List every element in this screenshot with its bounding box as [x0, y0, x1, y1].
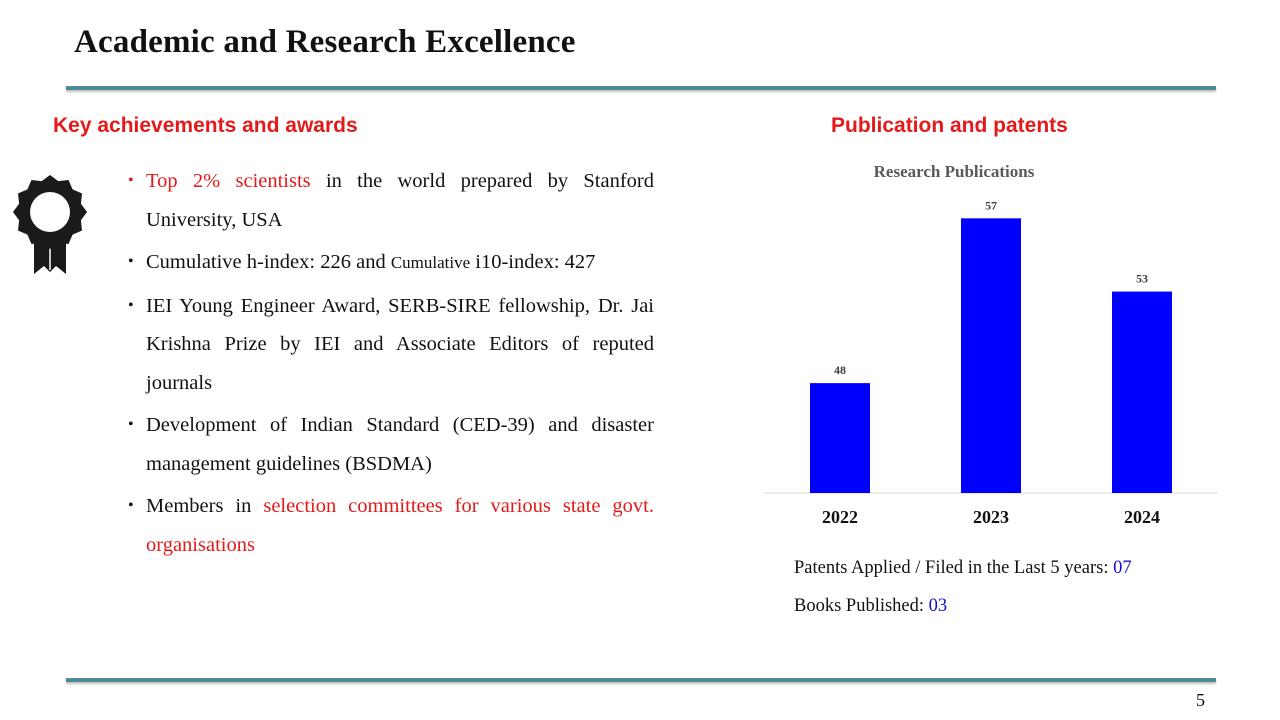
patents-label: Patents Applied / Filed in the Last 5 ye… — [794, 558, 1114, 578]
award-ribbon-icon — [13, 175, 87, 274]
chart-title: Research Publications — [874, 162, 1035, 181]
research-publications-chart: Research Publications 48 2022 57 2023 53 2024 — [764, 162, 1218, 527]
achievement-item: Top 2% scientists in the world prepared … — [128, 162, 654, 239]
data-label: 48 — [834, 363, 846, 377]
achievement-item: Cumulative h-index: 226 and Cumulative i… — [128, 243, 654, 283]
publications-heading: Publication and patents — [831, 114, 1068, 137]
item-text: i10-index: 427 — [470, 251, 596, 273]
item-text: Cumulative h-index: 226 and — [146, 251, 391, 273]
slide-title: Academic and Research Excellence — [74, 24, 576, 60]
item-text: Members in — [146, 495, 264, 517]
x-tick-label: 2023 — [973, 507, 1009, 527]
achievement-item: Development of Indian Standard (CED-39) … — [128, 406, 654, 483]
highlight-text: selection committees for various state g… — [146, 495, 654, 556]
data-label: 57 — [985, 198, 997, 212]
books-label: Books Published: — [794, 596, 929, 616]
achievements-heading: Key achievements and awards — [53, 114, 358, 137]
bar-2022 — [810, 383, 870, 493]
achievement-item: Members in selection committees for vari… — [128, 487, 654, 564]
bottom-divider — [66, 678, 1216, 682]
patents-stat: Patents Applied / Filed in the Last 5 ye… — [794, 558, 1132, 579]
patents-value: 07 — [1113, 558, 1132, 578]
books-stat: Books Published: 03 — [794, 596, 947, 617]
item-text: Development of Indian Standard (CED-39) … — [146, 414, 654, 475]
top-divider — [66, 86, 1216, 90]
achievements-list: Top 2% scientists in the world prepared … — [128, 162, 654, 568]
item-text: IEI Young Engineer Award, SERB-SIRE fell… — [146, 294, 654, 394]
x-tick-label: 2024 — [1124, 507, 1160, 527]
item-text: Cumulative — [390, 253, 471, 272]
books-value: 03 — [928, 596, 948, 616]
page-number: 5 — [1196, 690, 1205, 710]
achievement-item: IEI Young Engineer Award, SERB-SIRE fell… — [128, 287, 654, 403]
bar-2023 — [961, 218, 1021, 493]
bar-2024 — [1112, 291, 1172, 493]
x-tick-label: 2022 — [822, 507, 858, 527]
highlight-text: Top 2% scientists — [146, 170, 311, 192]
data-label: 53 — [1136, 272, 1148, 286]
item-text: in the world prepared by Stanford Univer… — [146, 170, 654, 231]
